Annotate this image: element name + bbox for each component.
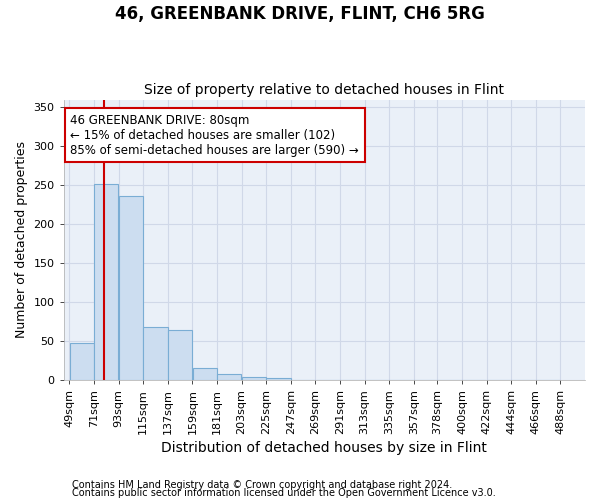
Text: Contains HM Land Registry data © Crown copyright and database right 2024.: Contains HM Land Registry data © Crown c… bbox=[72, 480, 452, 490]
Bar bbox=[94, 184, 118, 380]
Text: 46, GREENBANK DRIVE, FLINT, CH6 5RG: 46, GREENBANK DRIVE, FLINT, CH6 5RG bbox=[115, 5, 485, 23]
Title: Size of property relative to detached houses in Flint: Size of property relative to detached ho… bbox=[145, 83, 505, 97]
Bar bbox=[119, 196, 143, 380]
Text: Contains public sector information licensed under the Open Government Licence v3: Contains public sector information licen… bbox=[72, 488, 496, 498]
Bar bbox=[242, 377, 266, 380]
X-axis label: Distribution of detached houses by size in Flint: Distribution of detached houses by size … bbox=[161, 441, 487, 455]
Y-axis label: Number of detached properties: Number of detached properties bbox=[15, 141, 28, 338]
Bar bbox=[168, 330, 192, 380]
Bar bbox=[70, 344, 94, 380]
Bar bbox=[217, 374, 241, 380]
Bar bbox=[266, 378, 290, 380]
Bar bbox=[143, 327, 167, 380]
Text: 46 GREENBANK DRIVE: 80sqm
← 15% of detached houses are smaller (102)
85% of semi: 46 GREENBANK DRIVE: 80sqm ← 15% of detac… bbox=[70, 114, 359, 156]
Bar bbox=[193, 368, 217, 380]
